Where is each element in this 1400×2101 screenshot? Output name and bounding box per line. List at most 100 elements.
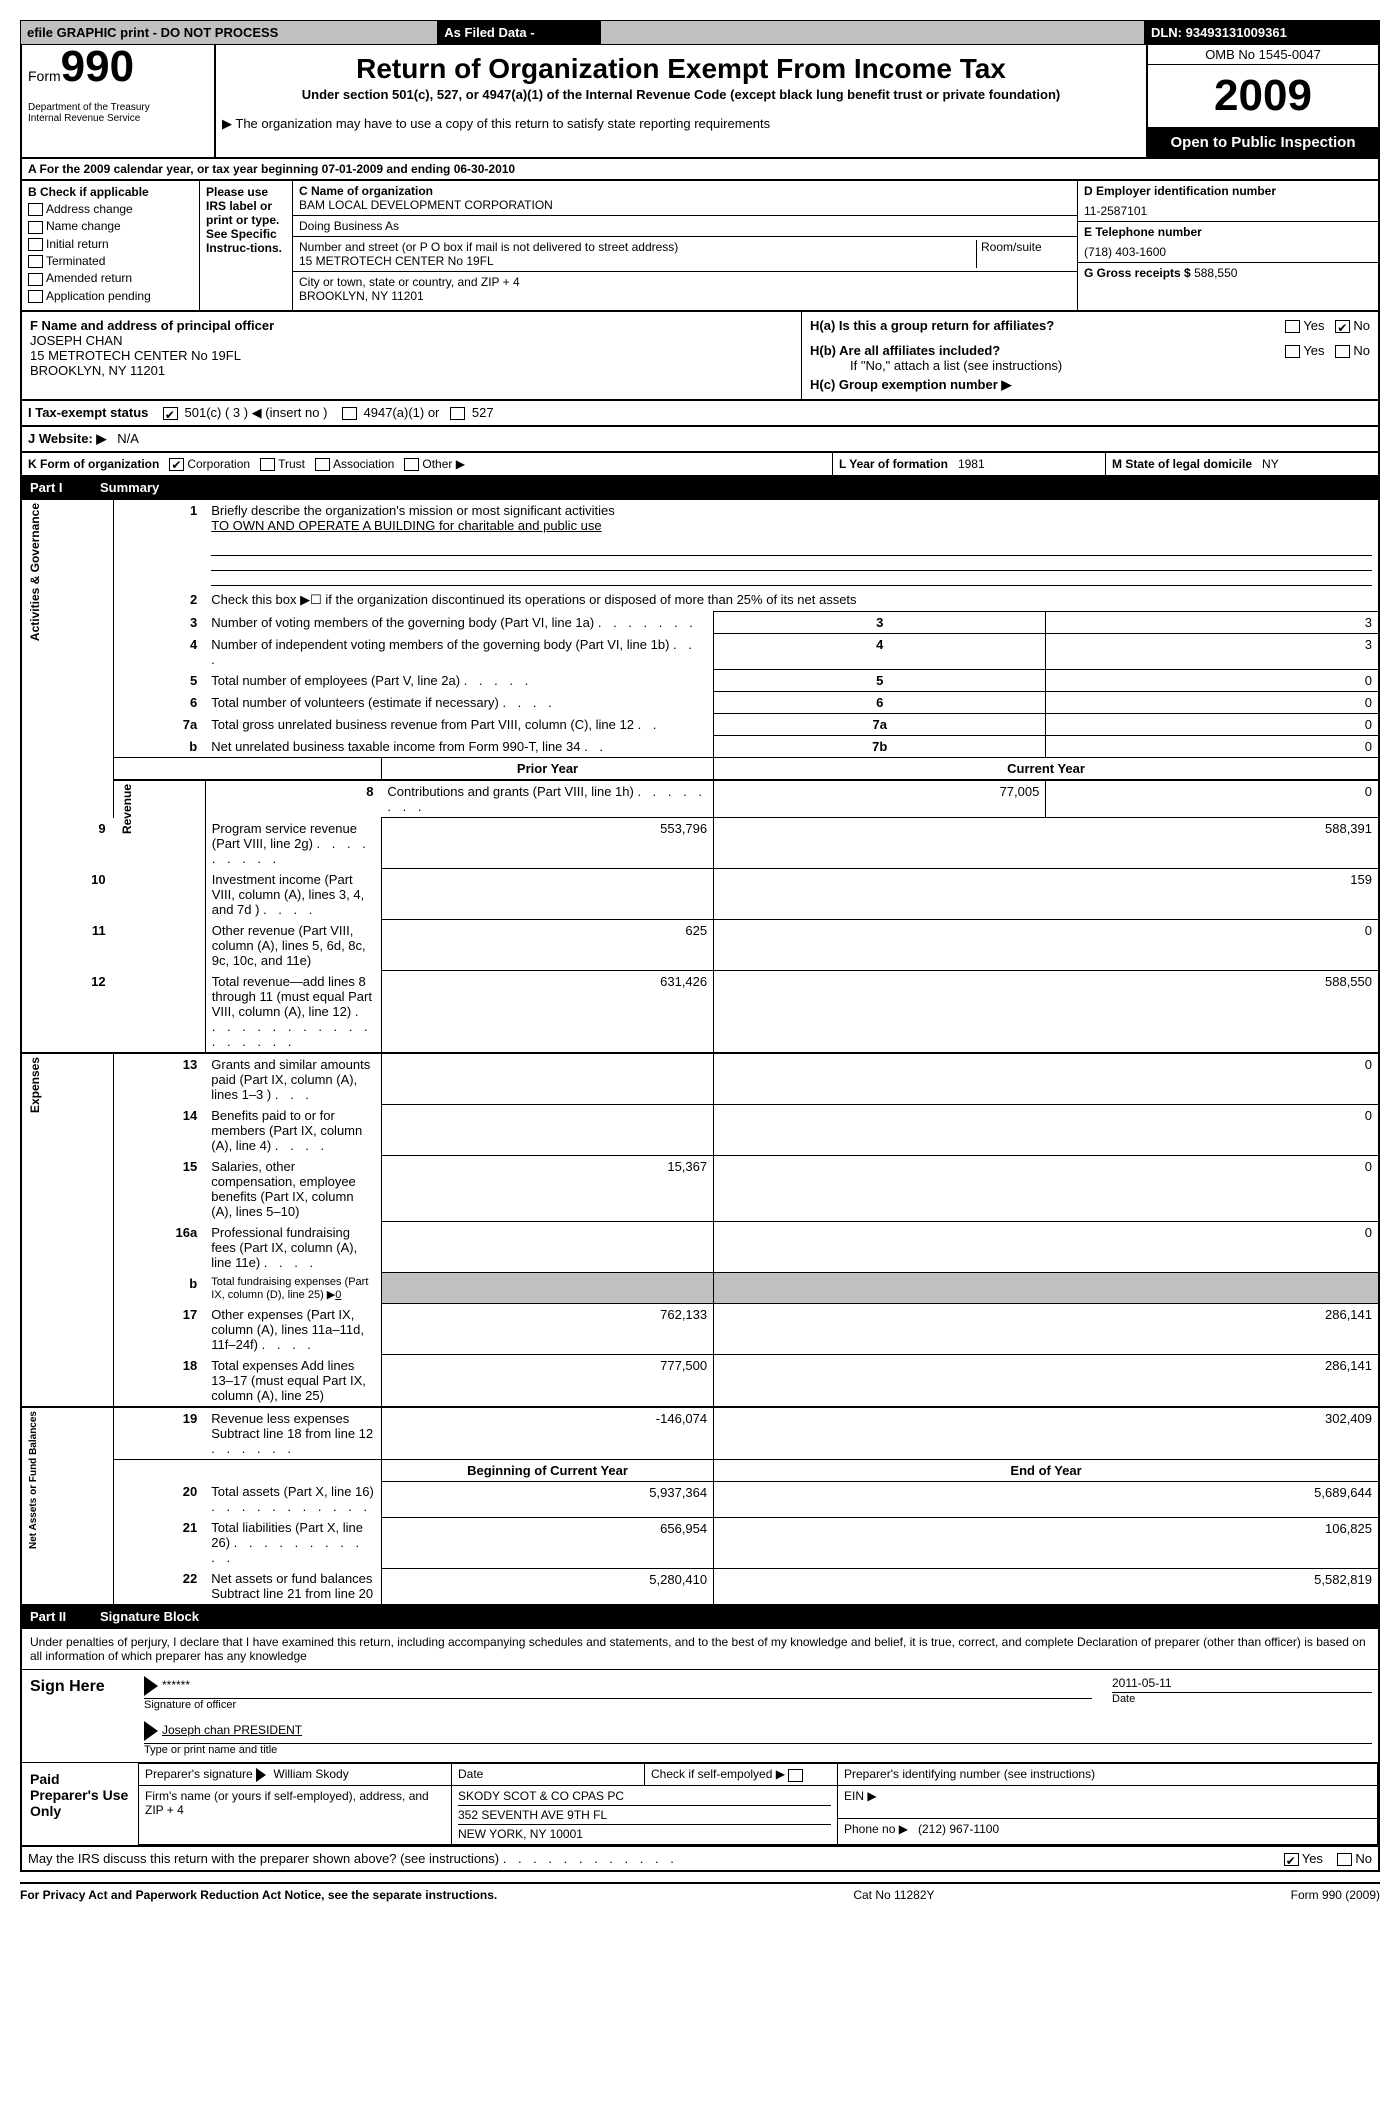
footer-mid: Cat No 11282Y: [853, 1888, 934, 1902]
cy-8: 0: [1046, 780, 1379, 818]
ein-value: 11-2587101: [1084, 198, 1372, 218]
ha-yes[interactable]: [1285, 320, 1300, 333]
footer-left: For Privacy Act and Paperwork Reduction …: [20, 1888, 497, 1902]
identity-block: B Check if applicable Address change Nam…: [20, 181, 1380, 312]
py-20: 5,937,364: [381, 1481, 713, 1517]
line1-mission: TO OWN AND OPERATE A BUILDING for charit…: [211, 518, 1372, 533]
ha-no[interactable]: [1335, 320, 1350, 333]
py-13: [381, 1053, 713, 1105]
line2: Check this box ▶☐ if the organization di…: [205, 589, 1379, 612]
officer-group-row: F Name and address of principal officer …: [20, 312, 1380, 401]
cy-10: 159: [714, 869, 1379, 920]
side-activities: Activities & Governance: [28, 503, 42, 641]
ptin-label: Preparer's identifying number (see instr…: [838, 1764, 1378, 1786]
cy-21: 106,825: [714, 1517, 1379, 1568]
efile-label: efile GRAPHIC print - DO NOT PROCESS: [21, 21, 438, 45]
py-16a: [381, 1222, 713, 1273]
cy-15: 0: [714, 1156, 1379, 1222]
city-label: City or town, state or country, and ZIP …: [299, 275, 1071, 289]
street-value: 15 METROTECH CENTER No 19FL: [299, 254, 976, 268]
org-name: BAM LOCAL DEVELOPMENT CORPORATION: [299, 198, 1071, 212]
val-7a: 0: [1046, 714, 1379, 736]
org-name-label: C Name of organization: [299, 184, 1071, 198]
val-5: 0: [1046, 670, 1379, 692]
footer-right: Form 990 (2009): [1291, 1888, 1380, 1902]
signature-block: Under penalties of perjury, I declare th…: [20, 1629, 1380, 1847]
cb-other[interactable]: [404, 458, 419, 471]
discuss-row: May the IRS discuss this return with the…: [20, 1847, 1380, 1872]
form-title: Return of Organization Exempt From Incom…: [222, 53, 1140, 85]
hb-no[interactable]: [1335, 345, 1350, 358]
py-18: 777,500: [381, 1355, 713, 1407]
cb-initial-return[interactable]: Initial return: [28, 237, 193, 251]
part1-header: Part ISummary: [20, 477, 1380, 500]
cb-application-pending[interactable]: Application pending: [28, 289, 193, 303]
py-10: [381, 869, 713, 920]
side-netassets: Net Assets or Fund Balances: [28, 1411, 39, 1549]
room-suite-label: Room/suite: [976, 240, 1071, 268]
discuss-no[interactable]: [1337, 1853, 1352, 1866]
side-revenue: Revenue: [120, 784, 134, 834]
form-header: Form990 Department of the Treasury Inter…: [20, 45, 1380, 159]
val-4: 3: [1046, 634, 1379, 670]
sig-date-line: Date: [1112, 1692, 1372, 1705]
page-footer: For Privacy Act and Paperwork Reduction …: [20, 1882, 1380, 1902]
val-7b: 0: [1046, 736, 1379, 758]
py-19: -146,074: [381, 1407, 713, 1460]
py-9: 553,796: [381, 818, 713, 869]
cb-501c[interactable]: [163, 407, 178, 420]
py-11: 625: [381, 920, 713, 971]
dln: DLN: 93493131009361: [1144, 21, 1379, 45]
sig-arrow-icon: [144, 1721, 158, 1741]
cb-trust[interactable]: [260, 458, 275, 471]
cb-association[interactable]: [315, 458, 330, 471]
dba-label: Doing Business As: [299, 219, 1071, 233]
py-8: 77,005: [714, 780, 1046, 818]
open-inspection: Open to Public Inspection: [1148, 128, 1378, 157]
hb-row: H(b) Are all affiliates included? Yes No: [810, 343, 1370, 358]
officer-addr1: 15 METROTECH CENTER No 19FL: [30, 348, 793, 363]
discuss-yes[interactable]: [1284, 1853, 1299, 1866]
cb-4947[interactable]: [342, 407, 357, 420]
cb-address-change[interactable]: Address change: [28, 202, 193, 216]
cb-terminated[interactable]: Terminated: [28, 254, 193, 268]
cb-self-employed[interactable]: [788, 1769, 803, 1782]
sig-arrow-icon: [144, 1676, 158, 1696]
cy-11: 0: [714, 920, 1379, 971]
cb-corporation[interactable]: [169, 458, 184, 471]
hb-yes[interactable]: [1285, 345, 1300, 358]
cy-19: 302,409: [714, 1407, 1379, 1460]
cy-20: 5,689,644: [714, 1481, 1379, 1517]
cy-12: 588,550: [714, 971, 1379, 1053]
officer-label: F Name and address of principal officer: [30, 318, 793, 333]
val-6: 0: [1046, 692, 1379, 714]
cb-amended-return[interactable]: Amended return: [28, 271, 193, 285]
row-j-website: J Website: ▶ N/A: [20, 427, 1380, 453]
py-12: 631,426: [381, 971, 713, 1053]
officer-addr2: BROOKLYN, NY 11201: [30, 363, 793, 378]
prep-ein: EIN ▶: [838, 1786, 1377, 1819]
prep-date-hdr: Date: [452, 1764, 645, 1786]
officer-sig-line: Signature of officer: [144, 1698, 1092, 1711]
current-year-hdr: Current Year: [714, 758, 1379, 781]
row-a-tax-year: A For the 2009 calendar year, or tax yea…: [20, 159, 1380, 181]
sign-here-label: Sign Here: [22, 1670, 138, 1762]
street-label: Number and street (or P O box if mail is…: [299, 240, 976, 254]
cy-13: 0: [714, 1053, 1379, 1105]
col-b-checkboxes: B Check if applicable Address change Nam…: [22, 181, 200, 310]
cb-name-change[interactable]: Name change: [28, 219, 193, 233]
row-k-form-type: K Form of organization Corporation Trust…: [20, 453, 1380, 477]
officer-name: JOSEPH CHAN: [30, 333, 793, 348]
beg-year-hdr: Beginning of Current Year: [381, 1459, 713, 1481]
val-3: 3: [1046, 612, 1379, 634]
col-d-numbers: D Employer identification number 11-2587…: [1077, 181, 1378, 310]
label-instructions: Please use IRS label or print or type. S…: [200, 181, 293, 310]
ha-row: H(a) Is this a group return for affiliat…: [810, 318, 1370, 333]
cy-17: 286,141: [714, 1304, 1379, 1355]
gross-value: 588,550: [1194, 266, 1237, 280]
py-17: 762,133: [381, 1304, 713, 1355]
form-note: ▶ The organization may have to use a cop…: [222, 116, 1140, 132]
cy-18: 286,141: [714, 1355, 1379, 1407]
cy-22: 5,582,819: [714, 1568, 1379, 1605]
cb-527[interactable]: [450, 407, 465, 420]
